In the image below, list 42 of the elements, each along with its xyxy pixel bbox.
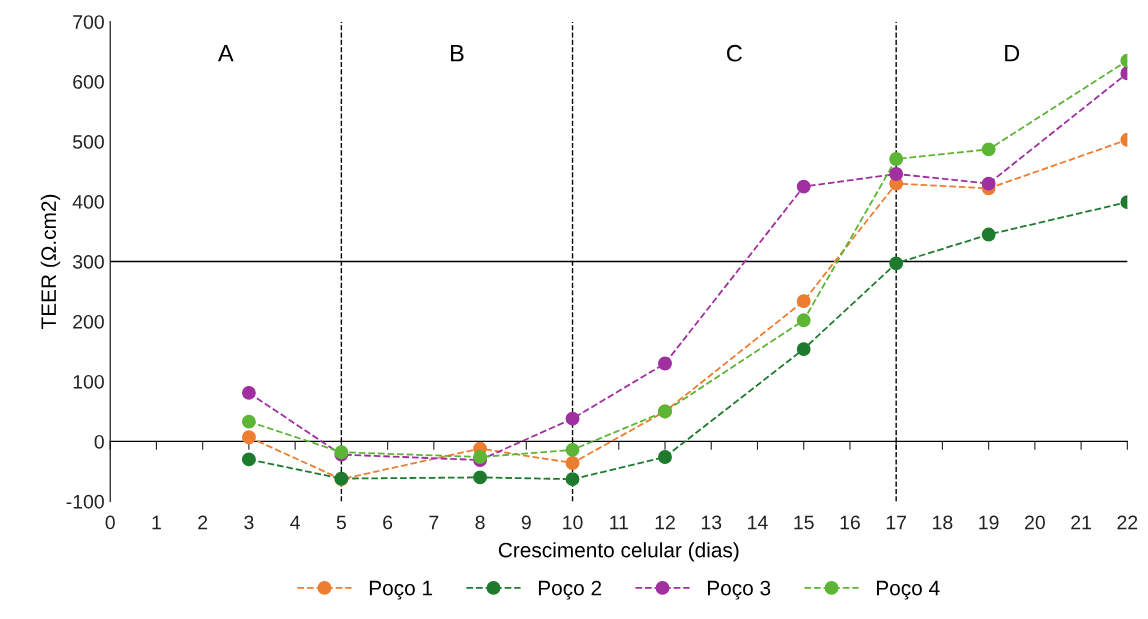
x-tick-label: 0	[105, 515, 115, 530]
x-tick-label: 9	[521, 515, 531, 530]
x-tick-label: 19	[979, 515, 999, 530]
x-tick-label: 1	[152, 515, 161, 530]
x-tick-label: 16	[840, 515, 860, 530]
x-tick-label: 8	[475, 515, 485, 530]
y-tick-label: -100	[66, 494, 104, 509]
annotation: A	[217, 45, 234, 62]
x-tick-label: 5	[336, 515, 346, 530]
x-tick-label: 2	[198, 515, 208, 530]
y-tick-label: 200	[73, 314, 104, 329]
y-tick-label: 100	[73, 374, 104, 389]
y-tick-label: 500	[72, 135, 104, 149]
y-tick-label: 400	[72, 195, 104, 209]
annotation: B	[451, 45, 464, 62]
legend-label: Poço 3	[707, 580, 771, 600]
y-tick-label: 0	[94, 434, 104, 449]
x-tick-label: 18	[933, 515, 953, 530]
x-tick-label: 21	[1071, 515, 1091, 530]
x-tick-label: 4	[290, 515, 300, 530]
x-tick-label: 13	[701, 515, 722, 530]
x-tick-label: 17	[886, 515, 907, 530]
x-tick-label: 20	[1025, 515, 1045, 530]
legend-label: Poço 4	[877, 580, 940, 600]
x-tick-label: 11	[610, 515, 628, 530]
x-tick-label: 3	[244, 515, 254, 530]
legend-label: Poço 1	[369, 580, 433, 600]
x-tick-label: 7	[429, 515, 439, 530]
x-tick-label: 15	[794, 515, 814, 530]
y-axis-title: TEER (Ω.cm2)	[40, 194, 61, 330]
annotation: D	[1005, 45, 1020, 62]
x-tick-label: 22	[1117, 515, 1138, 530]
x-tick-label: 6	[383, 515, 393, 530]
y-tick-label: 300	[72, 255, 104, 269]
y-tick-label: 600	[73, 75, 104, 89]
x-tick-label: 10	[563, 515, 583, 530]
legend-label: Poço 2	[538, 580, 602, 600]
x-axis-title: Crescimento celular (dias)	[498, 542, 739, 562]
annotation: C	[727, 44, 742, 62]
y-tick-label: 700	[73, 15, 104, 29]
x-tick-label: 14	[748, 515, 768, 530]
x-tick-label: 12	[655, 515, 675, 530]
